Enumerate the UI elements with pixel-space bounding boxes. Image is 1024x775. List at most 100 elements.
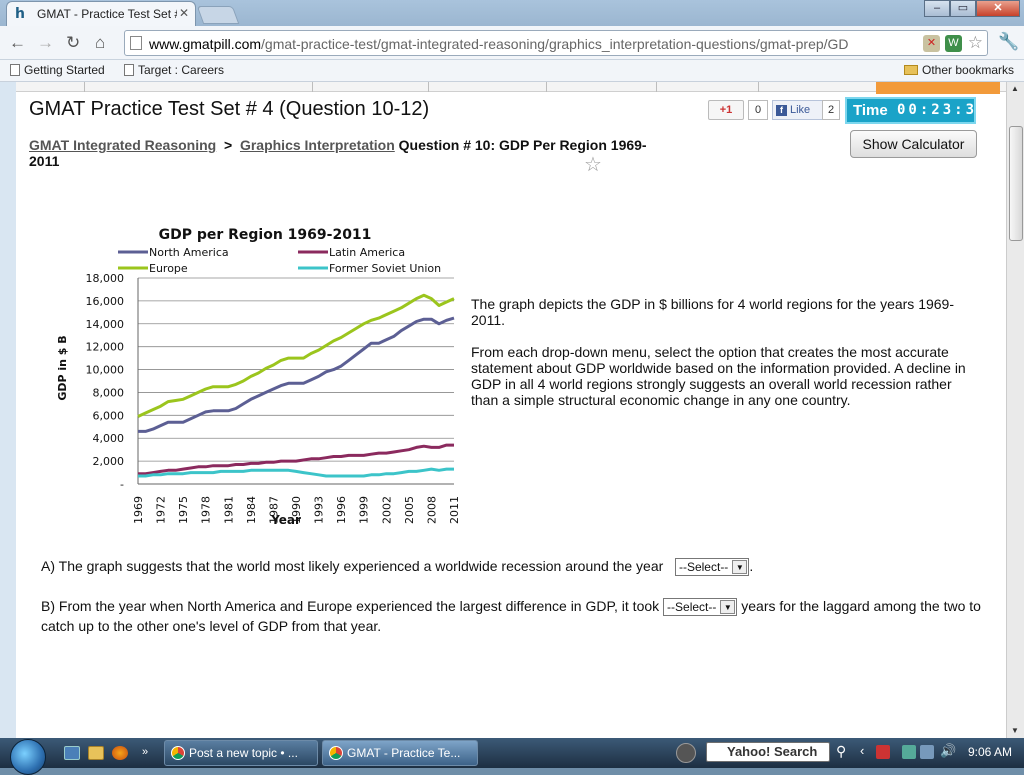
nav-divider <box>546 82 547 92</box>
select-value: --Select-- <box>678 560 729 575</box>
dropdown-arrow-icon[interactable]: ▼ <box>732 560 748 575</box>
security-shield-icon[interactable] <box>876 745 890 759</box>
breadcrumb-link-integrated-reasoning[interactable]: GMAT Integrated Reasoning <box>29 137 217 153</box>
other-bookmarks-folder[interactable]: Other bookmarks <box>904 63 1014 77</box>
legend-label: Europe <box>149 262 188 275</box>
extension-shield-icon[interactable]: W <box>945 35 962 52</box>
search-icon[interactable]: ⚲ <box>836 743 847 759</box>
breadcrumb: GMAT Integrated Reasoning > Graphics Int… <box>29 137 669 169</box>
x-tick-label: 2005 <box>403 496 416 524</box>
bookmark-target-careers[interactable]: Target : Careers <box>124 63 224 77</box>
nav-divider <box>312 82 313 92</box>
taskbar-item-post-topic[interactable]: Post a new topic • ... <box>164 740 318 766</box>
chart-x-ticks: 1969 1972 1975 1978 1981 1984 1987 1990 1993 1996… <box>132 496 461 524</box>
show-calculator-button[interactable]: Show Calculator <box>850 130 977 158</box>
fb-like-label: Like <box>790 104 811 116</box>
firefox-icon[interactable] <box>112 746 128 760</box>
yahoo-search-box[interactable]: Yahoo! Search <box>706 742 830 762</box>
explorer-icon[interactable] <box>88 746 104 760</box>
gdp-chart: GDP per Region 1969-2011 North America La… <box>52 220 461 530</box>
windows-taskbar: » Post a new topic • ... GMAT - Practice… <box>0 738 1024 775</box>
bookmark-getting-started[interactable]: Getting Started <box>10 63 105 77</box>
series-line-latin-america <box>138 443 454 476</box>
chart-y-label: GDP in $ B <box>56 335 69 400</box>
question-a-select[interactable]: --Select-- ▼ <box>674 558 750 577</box>
browser-toolbar: ← → ↻ ⌂ www.gmatpill.com/gmat-practice-t… <box>0 26 1024 60</box>
tab-close-icon[interactable]: ✕ <box>178 6 189 20</box>
breadcrumb-current: Question # 10: GDP Per Region 1969-2011 <box>29 137 647 169</box>
y-tick-label: 16,000 <box>86 295 125 308</box>
address-bar[interactable]: www.gmatpill.com/gmat-practice-test/gmat… <box>124 30 988 56</box>
page-scrollbar[interactable]: ▲ ▼ <box>1006 82 1024 738</box>
chart-title: GDP per Region 1969-2011 <box>159 227 372 243</box>
timer-label: Time <box>853 102 888 119</box>
system-clock[interactable]: 9:06 AM <box>968 745 1013 759</box>
browser-tab-active[interactable]: h GMAT - Practice Test Set # ✕ <box>6 1 196 26</box>
breadcrumb-link-graphics-interpretation[interactable]: Graphics Interpretation <box>239 137 395 153</box>
window-controls: – ▭ ✕ <box>924 0 1020 18</box>
x-tick-label: 1975 <box>177 496 190 524</box>
favorite-star-icon[interactable]: ☆ <box>584 154 602 176</box>
wrench-menu-icon[interactable]: 🔧 <box>998 32 1020 51</box>
y-tick-label: 4,000 <box>93 432 125 445</box>
start-button[interactable] <box>10 739 46 775</box>
scroll-down-icon[interactable]: ▼ <box>1011 726 1019 735</box>
reload-icon[interactable]: ↻ <box>66 33 81 52</box>
chevron-left-icon[interactable]: ‹ <box>860 743 865 758</box>
x-tick-label: 1987 <box>267 496 280 524</box>
page-icon <box>124 64 134 76</box>
gdp-chart-svg: GDP per Region 1969-2011 North America La… <box>56 227 461 527</box>
more-quicklaunch-icon[interactable]: » <box>142 746 149 758</box>
volume-icon[interactable]: 🔊 <box>940 743 957 758</box>
home-icon[interactable]: ⌂ <box>95 33 106 52</box>
page-content: GMAT Practice Test Set # 4 (Question 10-… <box>16 82 1006 738</box>
x-tick-label: 1999 <box>358 496 371 524</box>
scrollbar-thumb[interactable] <box>1009 126 1023 241</box>
tab-title: GMAT - Practice Test Set # <box>37 7 177 21</box>
show-desktop-icon[interactable] <box>64 746 80 760</box>
question-a: A) The graph suggests that the world mos… <box>41 556 981 577</box>
y-tick-label: 2,000 <box>93 455 125 468</box>
hp-icon[interactable] <box>676 743 696 763</box>
y-tick-label: 8,000 <box>93 386 125 399</box>
back-arrow-icon[interactable]: ← <box>9 33 26 52</box>
url-text[interactable]: www.gmatpill.com/gmat-practice-test/gmat… <box>149 36 849 52</box>
scroll-up-icon[interactable]: ▲ <box>1011 84 1019 93</box>
test-timer: Time 00:23:37 <box>845 97 985 124</box>
google-plus-button[interactable]: +1 <box>708 100 744 120</box>
network-icon[interactable] <box>902 745 916 759</box>
y-tick-label: 18,000 <box>86 272 125 285</box>
x-tick-label: 1993 <box>313 496 326 524</box>
chrome-icon <box>171 746 185 760</box>
close-window-button[interactable]: ✕ <box>976 0 1020 17</box>
x-tick-label: 1990 <box>290 496 303 524</box>
question-a-suffix: . <box>749 558 754 574</box>
facebook-icon: f <box>776 105 787 116</box>
taskbar-item-gmat[interactable]: GMAT - Practice Te... <box>322 740 478 766</box>
monitor-icon[interactable] <box>920 745 934 759</box>
x-tick-label: 1972 <box>155 496 168 524</box>
fb-like-count: 2 <box>822 100 840 120</box>
maximize-button[interactable]: ▭ <box>950 0 976 17</box>
chart-series <box>137 293 455 478</box>
dropdown-arrow-icon[interactable]: ▼ <box>720 600 736 615</box>
promo-tab[interactable] <box>876 82 1000 94</box>
series-line-north-america <box>138 316 455 433</box>
question-b-text: B) From the year when North America and … <box>41 598 660 614</box>
minimize-button[interactable]: – <box>924 0 950 17</box>
y-tick-label: 6,000 <box>93 409 125 422</box>
page-viewport: GMAT Practice Test Set # 4 (Question 10-… <box>0 82 1024 738</box>
new-tab-button[interactable] <box>196 6 240 24</box>
question-a-text: A) The graph suggests that the world mos… <box>41 558 664 574</box>
x-tick-label: 1984 <box>245 496 258 524</box>
bookmark-star-icon[interactable]: ☆ <box>967 33 983 52</box>
forward-arrow-icon[interactable]: → <box>37 33 54 52</box>
page-title: GMAT Practice Test Set # 4 (Question 10-… <box>29 98 430 120</box>
description-paragraph-2: From each drop-down menu, select the opt… <box>471 344 966 408</box>
question-b-select[interactable]: --Select-- ▼ <box>663 598 738 617</box>
chrome-icon <box>329 746 343 760</box>
x-tick-label: 2008 <box>425 496 438 524</box>
x-tick-label: 1996 <box>335 496 348 524</box>
chart-legend: North America Latin America Europe Former S… <box>118 246 441 275</box>
extension-blocked-icon[interactable]: ✕ <box>923 35 940 52</box>
